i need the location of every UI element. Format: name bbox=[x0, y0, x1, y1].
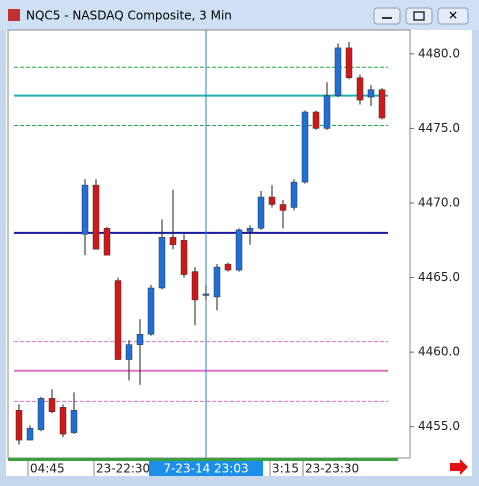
candle-body bbox=[48, 398, 56, 413]
y-tick-label: 4465.0 bbox=[418, 270, 460, 284]
candle-body bbox=[301, 111, 309, 183]
y-tick-label: 4460.0 bbox=[418, 345, 460, 359]
close-icon: ✕ bbox=[448, 9, 458, 23]
candle-body bbox=[345, 47, 353, 78]
minimize-button[interactable] bbox=[373, 7, 401, 25]
chart: 4455.0 4460.0 4465.0 4470.0 4475.0 4480.0 04:4… bbox=[14, 30, 460, 476]
candle-body bbox=[378, 89, 386, 119]
y-tick-label: 4470.0 bbox=[418, 195, 460, 209]
candle-body bbox=[37, 398, 45, 430]
candle-body bbox=[180, 240, 188, 275]
candle-body bbox=[92, 184, 100, 250]
candle-body bbox=[334, 47, 342, 96]
candle-body bbox=[202, 293, 210, 296]
y-tick-label: 4475.0 bbox=[418, 121, 460, 135]
candle-body bbox=[136, 333, 144, 345]
candle-body bbox=[312, 111, 320, 129]
candle-body bbox=[290, 181, 298, 208]
candle-body bbox=[279, 204, 287, 211]
x-tick-label: 23-22:30 bbox=[96, 462, 150, 476]
candle-body bbox=[246, 228, 254, 232]
close-button[interactable] bbox=[437, 7, 469, 25]
candle-body bbox=[323, 95, 331, 129]
candle-body bbox=[158, 237, 166, 289]
candle-body bbox=[367, 89, 375, 98]
candle-body bbox=[235, 229, 243, 271]
candle-body bbox=[125, 344, 133, 360]
candle-body bbox=[191, 271, 199, 301]
app-icon bbox=[8, 9, 20, 21]
candle-body bbox=[15, 410, 23, 441]
plot-area bbox=[7, 29, 411, 459]
candle-body bbox=[169, 237, 177, 245]
candle-body bbox=[213, 266, 221, 298]
restore-icon bbox=[413, 11, 425, 21]
window-title: NQC5 - NASDAQ Composite, 3 Min bbox=[26, 9, 232, 23]
scroll-arrow[interactable] bbox=[450, 459, 468, 475]
x-tick-label: 3:15 bbox=[272, 462, 299, 476]
candle-body bbox=[59, 407, 67, 435]
candle-body bbox=[147, 287, 155, 335]
candle-body bbox=[70, 410, 78, 433]
y-tick-label: 4455.0 bbox=[418, 419, 460, 433]
candle-body bbox=[268, 196, 276, 205]
candle-body bbox=[257, 196, 265, 229]
candle-body bbox=[224, 263, 232, 271]
candle-body bbox=[81, 184, 89, 235]
cursor-label-bg bbox=[149, 461, 263, 476]
x-tick-label: 04:45 bbox=[30, 462, 65, 476]
y-tick-label: 4480.0 bbox=[418, 46, 460, 60]
restore-button[interactable] bbox=[405, 7, 433, 25]
candle-body bbox=[26, 427, 34, 441]
candle-body bbox=[103, 228, 111, 256]
time-strip bbox=[8, 458, 398, 461]
candle-body bbox=[356, 77, 364, 101]
x-tick-label: 7-23-14 23:03 bbox=[163, 462, 248, 476]
x-tick-label: 23-23:30 bbox=[305, 462, 359, 476]
candle-body bbox=[114, 280, 122, 360]
